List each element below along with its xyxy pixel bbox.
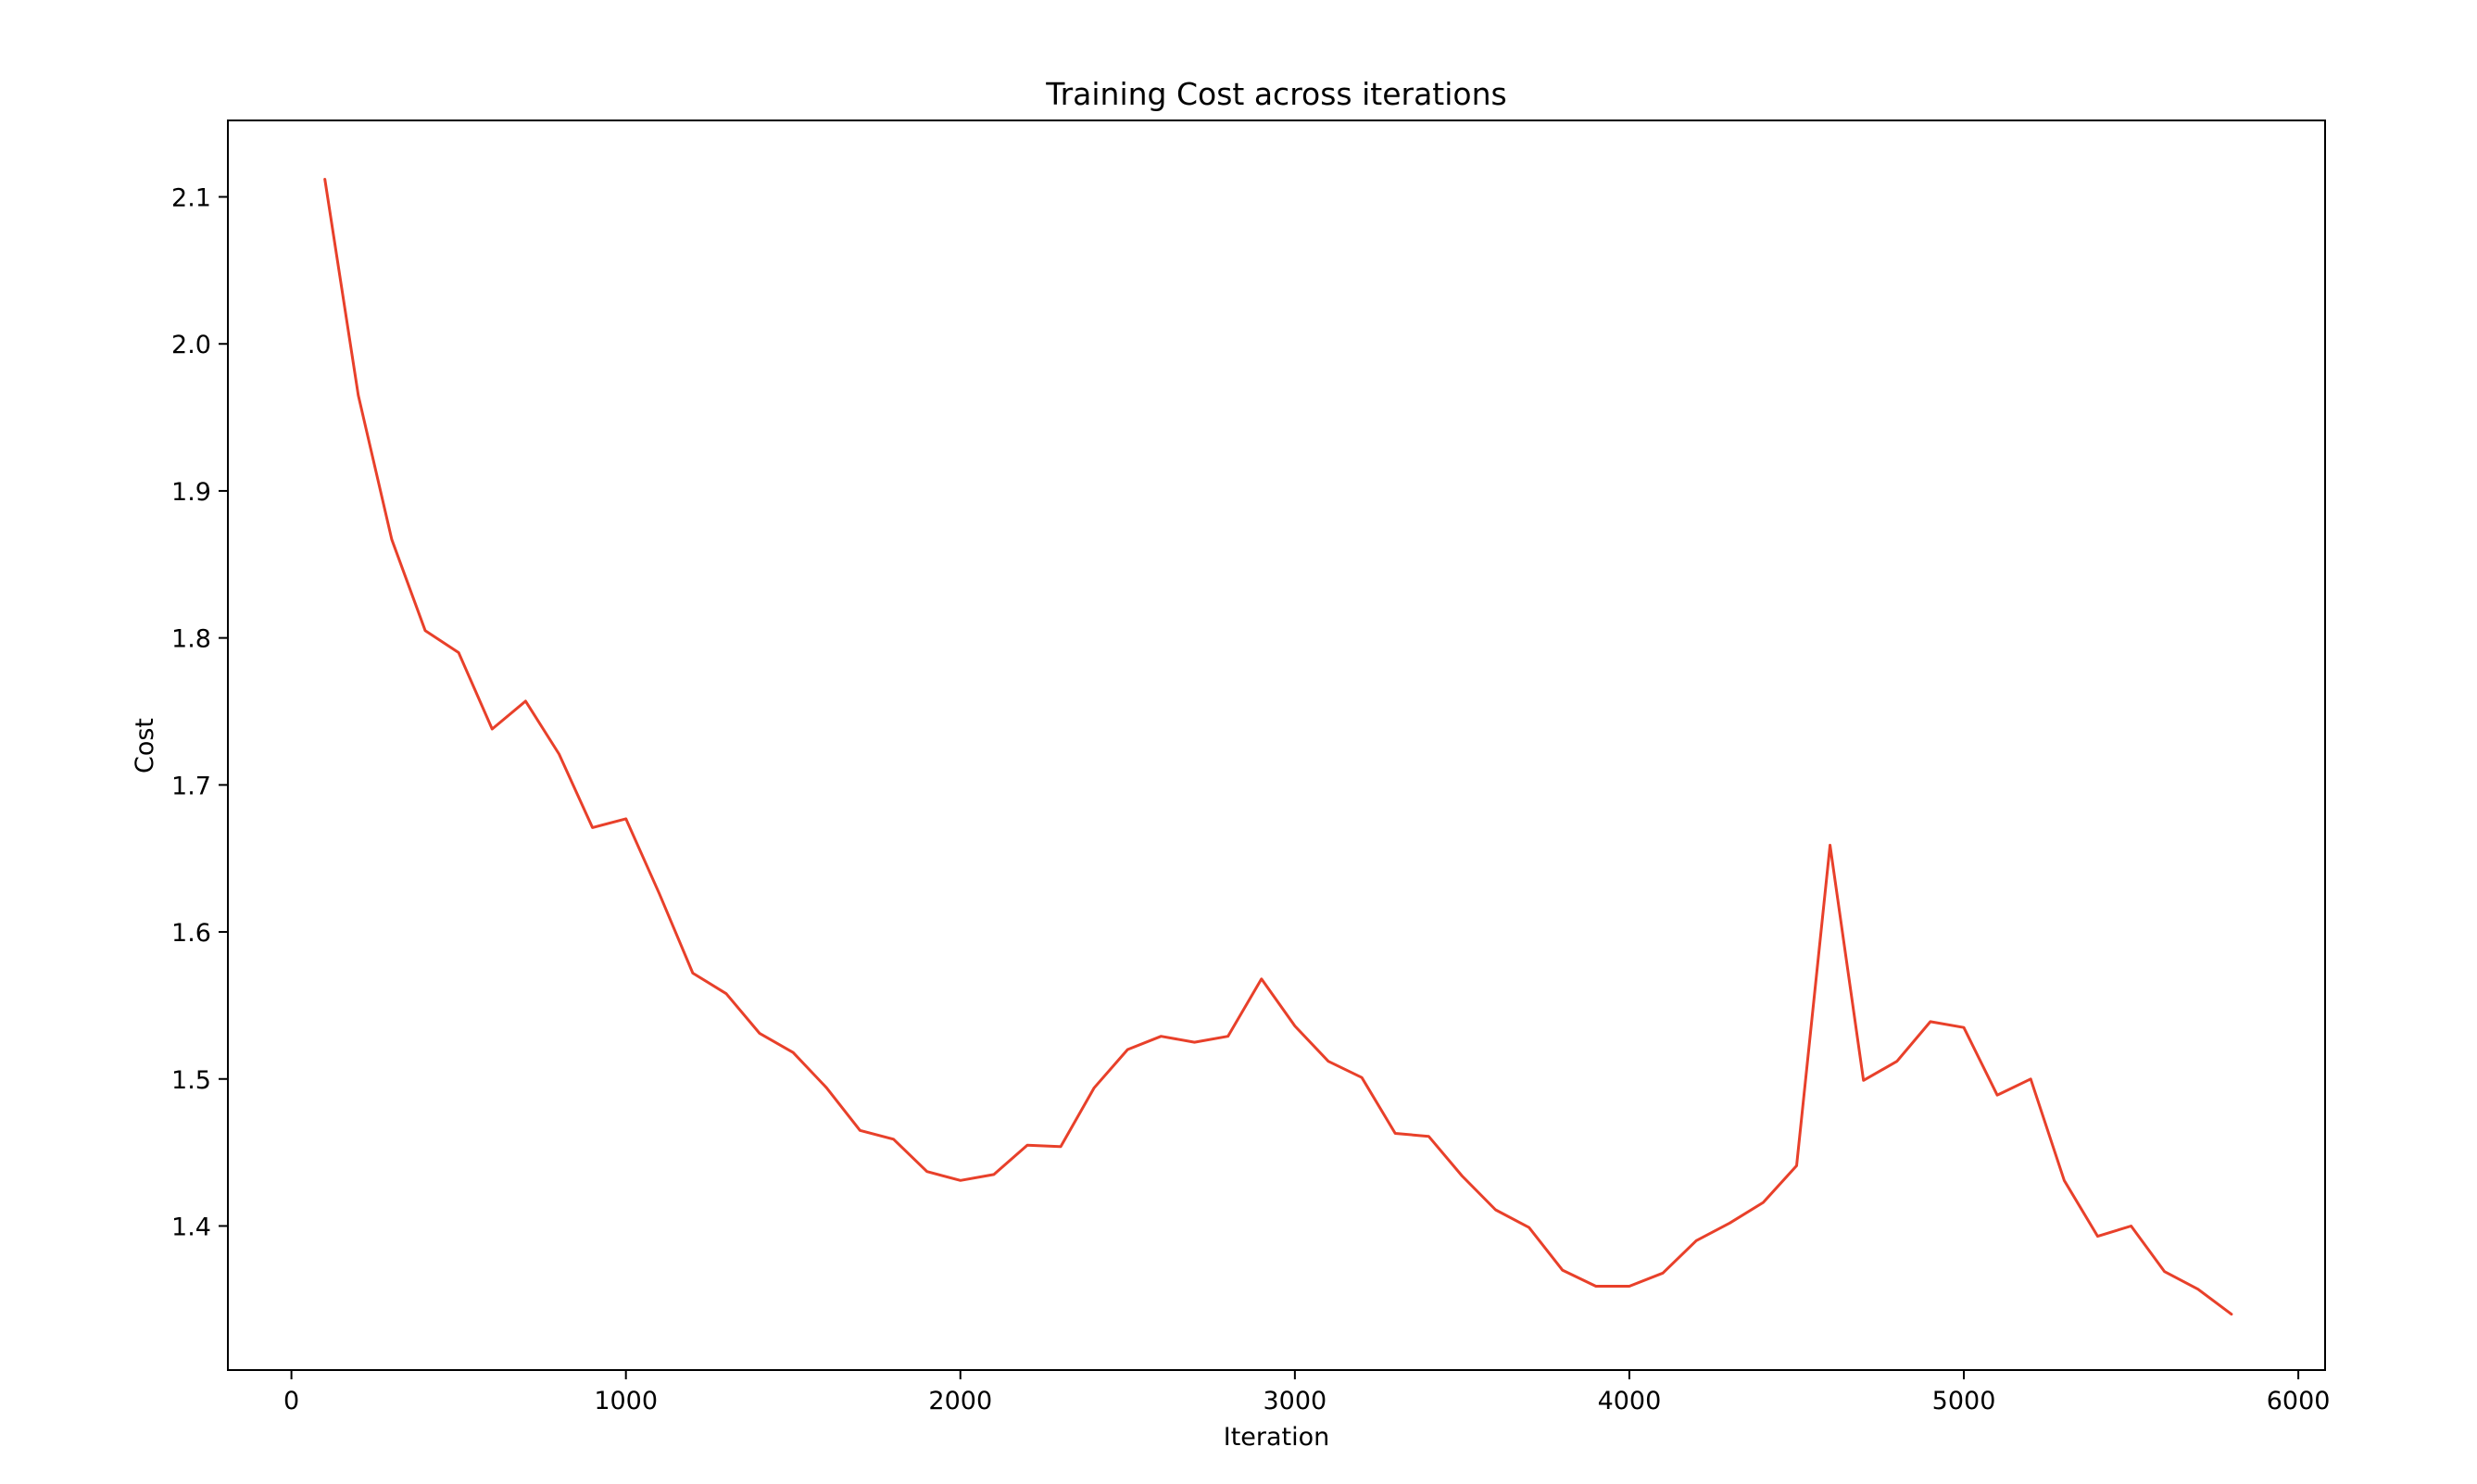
x-tick-label: 0 xyxy=(283,1387,299,1415)
x-tick-label: 3000 xyxy=(1264,1387,1327,1415)
x-tick-label: 1000 xyxy=(594,1387,658,1415)
x-axis-label: Iteration xyxy=(1224,1423,1330,1452)
y-tick-label: 2.0 xyxy=(171,331,211,359)
y-tick-label: 1.9 xyxy=(171,478,211,507)
y-axis-label: Cost xyxy=(131,718,159,773)
chart-title: Training Cost across iterations xyxy=(1045,76,1506,112)
x-tick-label: 4000 xyxy=(1598,1387,1662,1415)
series-layer xyxy=(323,178,2233,1316)
y-tick-label: 1.4 xyxy=(171,1213,211,1241)
x-axis: 0 1000 2000 3000 4000 5000 6000 xyxy=(283,1370,2330,1415)
x-tick-label: 2000 xyxy=(928,1387,992,1415)
x-tick-label: 6000 xyxy=(2267,1387,2331,1415)
y-axis: 1.4 1.5 1.6 1.7 1.8 1.9 2.0 2.1 xyxy=(171,184,228,1241)
y-tick-label: 1.5 xyxy=(171,1066,211,1095)
y-tick-label: 1.6 xyxy=(171,919,211,948)
y-tick-label: 2.1 xyxy=(171,184,211,213)
y-tick-label: 1.7 xyxy=(171,772,211,800)
x-tick-label: 5000 xyxy=(1932,1387,1996,1415)
series-line-0 xyxy=(323,178,2233,1316)
y-tick-label: 1.8 xyxy=(171,625,211,654)
plot-frame xyxy=(227,119,2326,1371)
plot-area xyxy=(227,119,2326,1371)
